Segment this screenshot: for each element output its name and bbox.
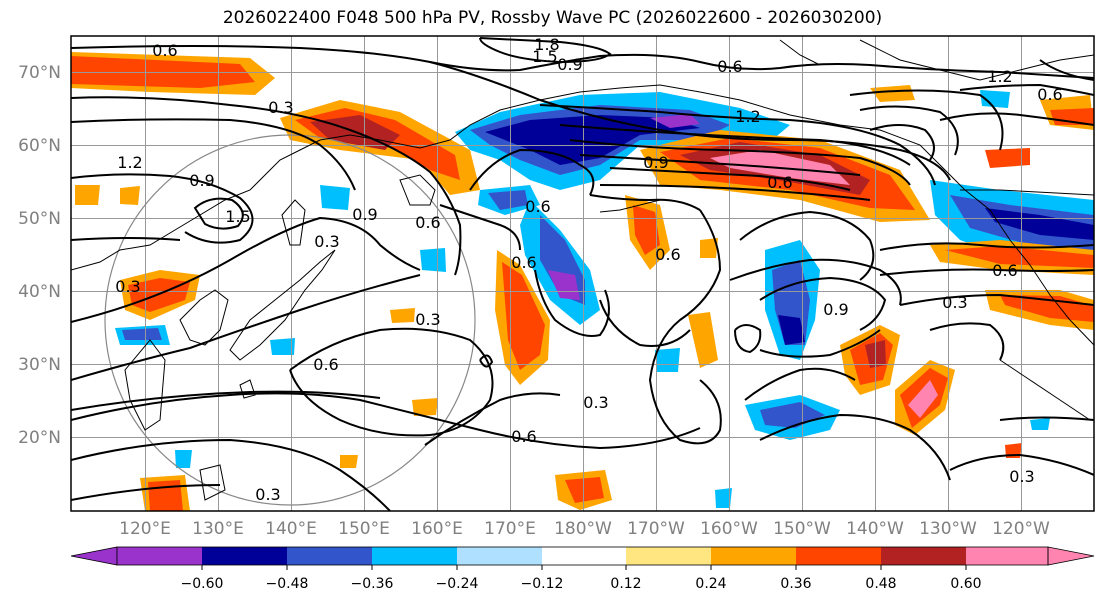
lon-label: 160°W: [700, 519, 758, 539]
colorbar-tick-label: 0.48: [865, 576, 896, 592]
lat-label: 60°N: [18, 136, 61, 156]
contour-label: 0.6: [313, 355, 338, 374]
colorbar-bin: [966, 547, 1048, 565]
colorbar-bin: [372, 547, 457, 565]
lat-label: 40°N: [18, 282, 61, 302]
contour-label: 0.3: [314, 232, 339, 251]
colorbar-tick-label: −0.36: [351, 576, 394, 592]
contour-label: 0.3: [255, 485, 280, 504]
contour-label: 0.6: [717, 57, 742, 76]
lon-label: 170°E: [484, 519, 536, 539]
colorbar-bin: [542, 547, 626, 565]
contour-label: 0.6: [1037, 85, 1062, 104]
contour-label: 1.2: [117, 153, 142, 172]
contour-label: 0.9: [557, 55, 582, 74]
colorbar-tick-label: −0.48: [266, 576, 309, 592]
colorbar-tick-label: 0.60: [950, 576, 981, 592]
contour-labels: 0.6 1.8 1.5 0.9 0.6 1.2 1.2 0.3 0.6 1.2 …: [115, 35, 1062, 504]
lon-label: 150°W: [773, 519, 831, 539]
contour-label: 0.9: [189, 171, 214, 190]
contour-label: 0.6: [767, 173, 792, 192]
colorbar-tick-label: 0.12: [610, 576, 641, 592]
lon-label: 150°E: [338, 519, 390, 539]
contour-label: 0.6: [525, 197, 550, 216]
contour-label: 0.6: [992, 261, 1017, 280]
map-frame: [70, 35, 1095, 512]
latitude-labels: 70°N 60°N 50°N 40°N 30°N 20°N: [18, 63, 61, 448]
colorbar-bin: [626, 547, 711, 565]
colorbar-extend-high: [1047, 546, 1095, 566]
lat-label: 70°N: [18, 63, 61, 83]
lat-label: 20°N: [18, 428, 61, 448]
contour-label: 0.9: [352, 205, 377, 224]
lon-label: 140°W: [846, 519, 904, 539]
colorbar-bin: [457, 547, 542, 565]
contour-label: 1.2: [735, 107, 760, 126]
contour-label: 1.5: [225, 207, 250, 226]
contour-label: 0.3: [268, 98, 293, 117]
colorbar-bin: [796, 547, 881, 565]
contour-label: 0.6: [511, 253, 536, 272]
contour-label: 1.2: [987, 67, 1012, 86]
contour-label: 0.9: [643, 153, 668, 172]
contour-label: 1.5: [532, 47, 557, 66]
lon-label: 120°W: [992, 519, 1050, 539]
contour-label: 0.3: [1009, 467, 1034, 486]
contour-label: 0.3: [115, 277, 140, 296]
graticule: [71, 36, 1094, 511]
contour-label: 0.6: [415, 213, 440, 232]
contour-label: 0.3: [415, 310, 440, 329]
colorbar-tick-label: −0.60: [181, 576, 224, 592]
lon-label: 140°E: [265, 519, 317, 539]
lon-label: 180°W: [554, 519, 612, 539]
lon-label: 170°W: [627, 519, 685, 539]
lon-label: 130°W: [919, 519, 977, 539]
colorbar-bin: [202, 547, 287, 565]
contour-label: 0.3: [942, 293, 967, 312]
colorbar-extend-low: [70, 546, 118, 566]
colorbar-bin: [287, 547, 372, 565]
lon-label: 160°E: [411, 519, 463, 539]
contour-label: 0.6: [655, 245, 680, 264]
contour-label: 0.3: [583, 393, 608, 412]
colorbar-tick-label: −0.24: [436, 576, 479, 592]
colorbar-bin: [881, 547, 966, 565]
contour-label: 0.6: [152, 41, 177, 60]
colorbar: −0.60 −0.48 −0.36 −0.24 −0.12 0.12 0.24 …: [70, 546, 1095, 592]
colorbar-tick-label: 0.36: [780, 576, 811, 592]
lat-label: 50°N: [18, 209, 61, 229]
lat-label: 30°N: [18, 355, 61, 375]
lon-label: 120°E: [119, 519, 171, 539]
lon-label: 130°E: [192, 519, 244, 539]
colorbar-tick-label: −0.12: [521, 576, 564, 592]
longitude-labels: 120°E 130°E 140°E 150°E 160°E 170°E 180°…: [119, 519, 1050, 539]
colorbar-bin: [117, 547, 202, 565]
coastlines: [71, 39, 1094, 501]
contour-label: 0.9: [823, 300, 848, 319]
pv-contours: [71, 37, 1094, 511]
colorbar-bin: [711, 547, 796, 565]
colorbar-tick-label: 0.24: [695, 576, 726, 592]
contour-label: 1.8: [534, 35, 559, 54]
map-title: 2026022400 F048 500 hPa PV, Rossby Wave …: [222, 8, 883, 28]
contour-label: 0.6: [511, 427, 536, 446]
